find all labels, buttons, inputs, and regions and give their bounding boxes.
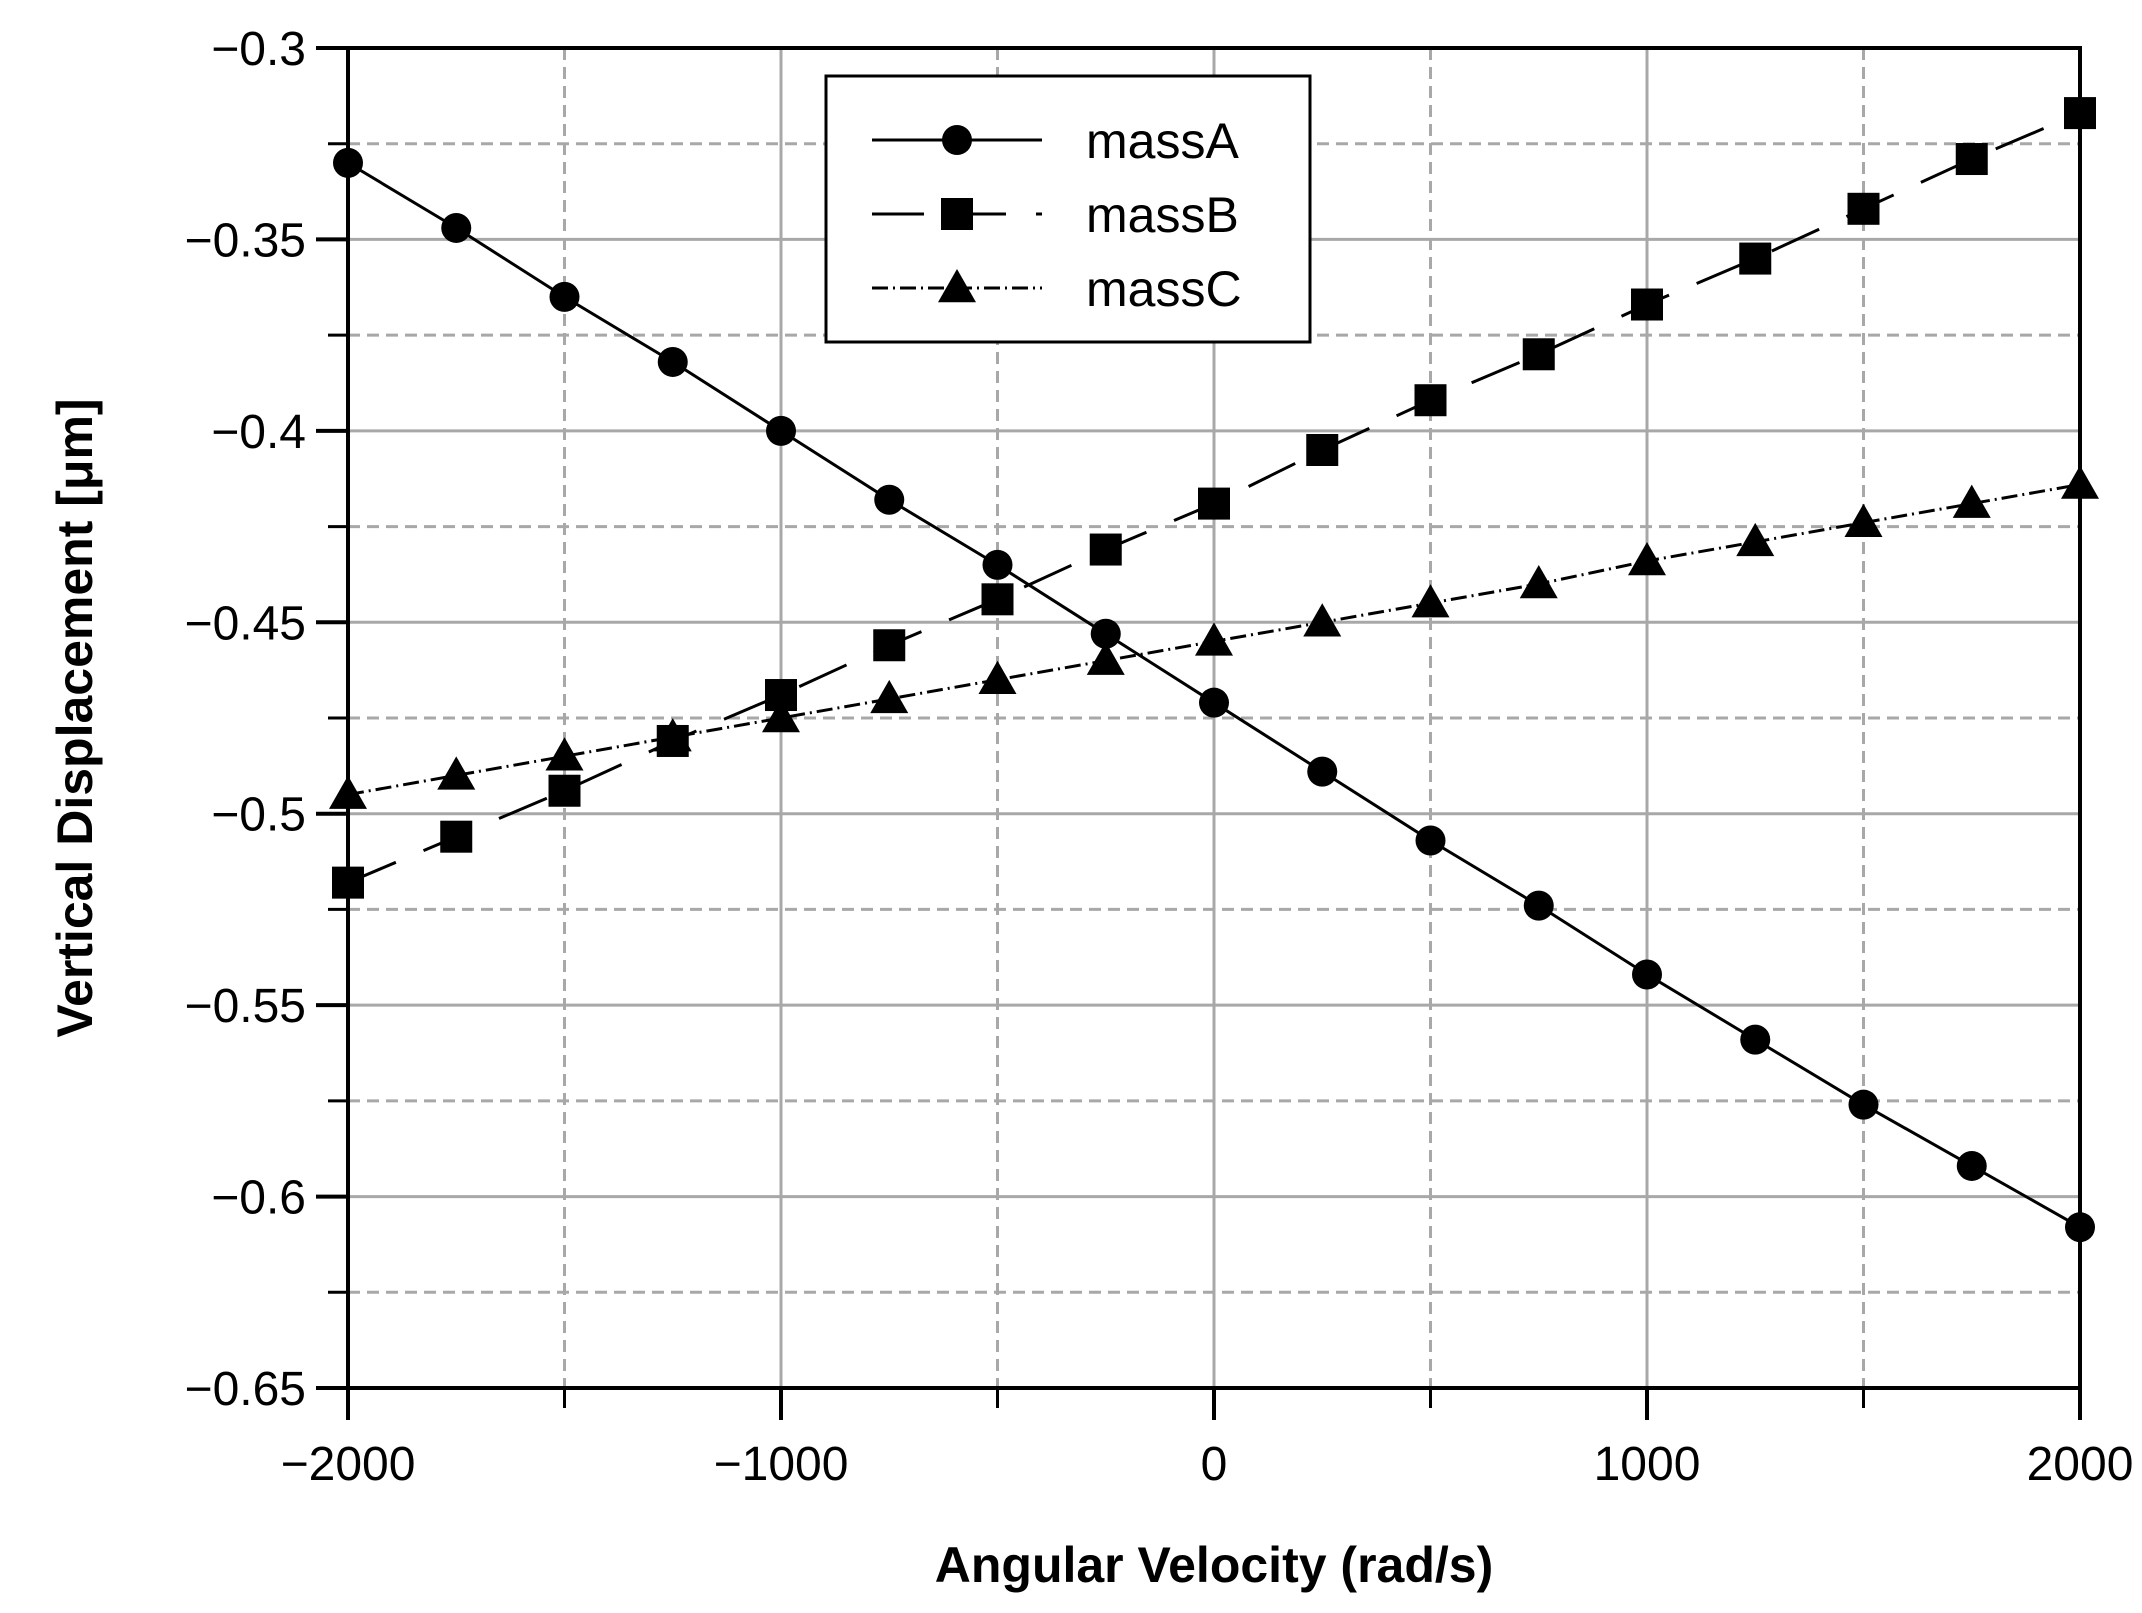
x-axis-title: Angular Velocity (rad/s): [935, 1537, 1493, 1593]
data-point-massC: [978, 660, 1017, 694]
y-tick-label: −0.5: [211, 789, 306, 842]
x-tick-label: 0: [1201, 1438, 1228, 1491]
data-point-massC: [1952, 484, 1991, 518]
data-point-massB: [1955, 143, 1988, 176]
y-tick-label: −0.35: [185, 214, 306, 267]
y-tick-label: −0.65: [185, 1363, 306, 1416]
series-layer: [329, 97, 2099, 1243]
data-point-massC: [1411, 584, 1450, 618]
data-point-massB: [1631, 288, 1663, 321]
data-point-massB: [440, 820, 473, 853]
y-tick-label: −0.3: [211, 23, 306, 76]
legend-box: [824, 74, 1312, 344]
legend-label-massB: massB: [1086, 187, 1239, 243]
data-point-massB: [1847, 192, 1880, 225]
data-point-massC: [1519, 565, 1558, 599]
data-point-massA: [1090, 618, 1121, 649]
x-tick-label: 1000: [1594, 1438, 1701, 1491]
legend-marker-massC: [938, 269, 976, 303]
data-point-massA: [1956, 1150, 1987, 1181]
legend-marker-massA: [942, 125, 972, 155]
legend-label-massA: massA: [1086, 113, 1239, 169]
axis-ticks: −2000 −1000 0 1000 2000 −0.3 −0.35 −0.4 −0.45 −0.…: [185, 23, 2134, 1491]
y-axis-title: Vertical Displacement [μm]: [47, 398, 103, 1037]
data-point-massC: [1195, 622, 1233, 656]
data-point-massA: [1307, 756, 1338, 787]
data-point-massB: [981, 583, 1014, 616]
y-tick-label: −0.45: [185, 597, 306, 650]
legend: massA massB massC: [824, 74, 1312, 344]
data-point-massC: [1736, 522, 1775, 557]
data-point-massA: [549, 281, 580, 312]
data-point-massA: [982, 549, 1013, 580]
data-point-massA: [1199, 687, 1229, 718]
data-point-massB: [548, 774, 581, 807]
data-point-massB: [873, 629, 906, 662]
data-point-massB: [1414, 384, 1447, 417]
y-tick-label: −0.4: [211, 406, 306, 459]
x-tick-label: 2000: [2027, 1438, 2134, 1491]
data-point-massA: [1740, 1024, 1771, 1055]
data-point-massC: [1844, 503, 1883, 537]
x-tick-label: −1000: [714, 1438, 849, 1491]
data-point-massC: [437, 756, 476, 790]
y-tick-label: −0.55: [185, 980, 306, 1033]
data-point-massC: [1086, 641, 1125, 675]
data-point-massC: [870, 679, 909, 714]
data-point-massB: [1522, 338, 1555, 371]
data-point-massA: [1632, 959, 1662, 990]
data-point-massA: [874, 484, 905, 515]
data-point-massC: [762, 699, 800, 733]
y-tick-label: −0.6: [211, 1172, 306, 1225]
data-point-massA: [1415, 825, 1446, 856]
data-point-massB: [1739, 242, 1772, 275]
data-point-massB: [1089, 533, 1122, 566]
data-point-massC: [1303, 603, 1342, 637]
data-point-massA: [766, 415, 796, 446]
legend-label-massC: massC: [1086, 261, 1242, 317]
legend-marker-massB: [941, 198, 973, 230]
x-tick-label: −2000: [281, 1438, 416, 1491]
data-point-massB: [1306, 434, 1339, 466]
series-massC: [329, 465, 2099, 809]
data-point-massA: [1523, 890, 1554, 921]
data-point-massA: [441, 212, 472, 243]
data-point-massC: [1628, 542, 1666, 576]
data-point-massA: [657, 346, 688, 377]
data-point-massC: [653, 718, 692, 752]
data-point-massA: [1848, 1089, 1879, 1120]
data-point-massC: [545, 737, 584, 771]
data-point-massB: [1198, 487, 1230, 520]
